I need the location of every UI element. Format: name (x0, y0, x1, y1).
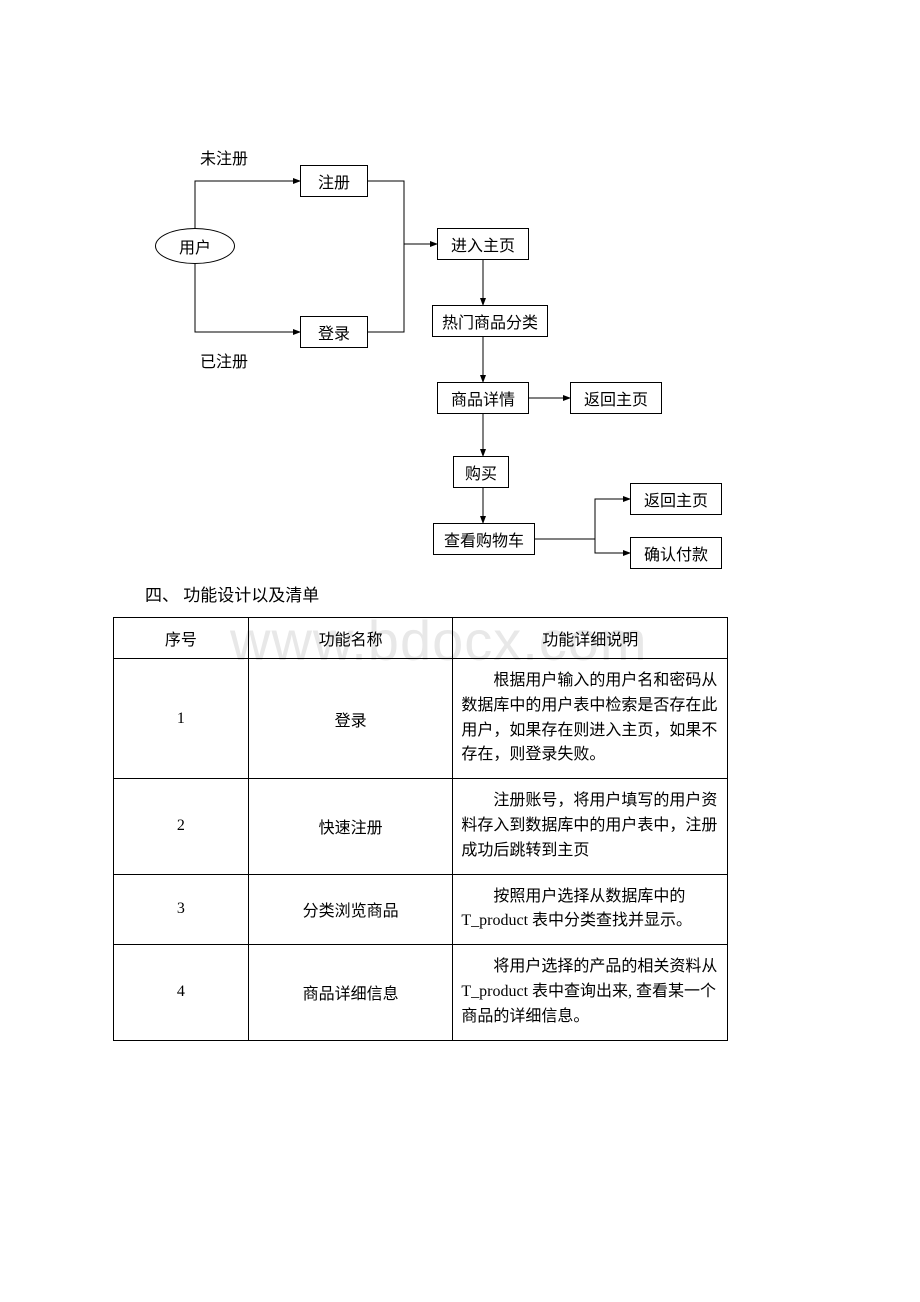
label-unregistered: 未注册 (200, 145, 248, 169)
cell-no: 4 (114, 945, 249, 1040)
node-login: 登录 (300, 316, 368, 348)
node-home: 进入主页 (437, 228, 529, 260)
table-header-row: 序号 功能名称 功能详细说明 (114, 618, 728, 659)
table-row: 1登录根据用户输入的用户名和密码从数据库中的用户表中检索是否存在此用户，如果存在… (114, 659, 728, 779)
table-row: 2快速注册注册账号，将用户填写的用户资料存入到数据库中的用户表中，注册成功后跳转… (114, 779, 728, 874)
node-buy: 购买 (453, 456, 509, 488)
table-row: 3分类浏览商品按照用户选择从数据库中的 T_product 表中分类查找并显示。 (114, 874, 728, 945)
cell-desc: 按照用户选择从数据库中的 T_product 表中分类查找并显示。 (453, 874, 728, 945)
table-row: 4商品详细信息将用户选择的产品的相关资料从 T_product 表中查询出来, … (114, 945, 728, 1040)
feature-table: 序号 功能名称 功能详细说明 1登录根据用户输入的用户名和密码从数据库中的用户表… (113, 617, 728, 1041)
col-header-name: 功能名称 (248, 618, 453, 659)
label-registered: 已注册 (200, 348, 248, 372)
node-view-cart: 查看购物车 (433, 523, 535, 555)
node-back-home-2: 返回主页 (630, 483, 722, 515)
node-back-home-1: 返回主页 (570, 382, 662, 414)
flowchart-container: 未注册 已注册 用户 注册 登录 进入主页 热门商品分类 商品详情 返回主页 购… (150, 130, 770, 570)
node-hot-category: 热门商品分类 (432, 305, 548, 337)
section-title: 四、 功能设计以及清单 (145, 581, 319, 606)
col-header-no: 序号 (114, 618, 249, 659)
node-product-detail: 商品详情 (437, 382, 529, 414)
node-user: 用户 (155, 228, 235, 264)
cell-name: 快速注册 (248, 779, 453, 874)
node-confirm-pay: 确认付款 (630, 537, 722, 569)
cell-name: 登录 (248, 659, 453, 779)
cell-no: 1 (114, 659, 249, 779)
cell-desc: 根据用户输入的用户名和密码从数据库中的用户表中检索是否存在此用户，如果存在则进入… (453, 659, 728, 779)
cell-name: 分类浏览商品 (248, 874, 453, 945)
cell-no: 2 (114, 779, 249, 874)
col-header-desc: 功能详细说明 (453, 618, 728, 659)
cell-desc: 注册账号，将用户填写的用户资料存入到数据库中的用户表中，注册成功后跳转到主页 (453, 779, 728, 874)
node-register: 注册 (300, 165, 368, 197)
cell-no: 3 (114, 874, 249, 945)
cell-name: 商品详细信息 (248, 945, 453, 1040)
cell-desc: 将用户选择的产品的相关资料从 T_product 表中查询出来, 查看某一个商品… (453, 945, 728, 1040)
